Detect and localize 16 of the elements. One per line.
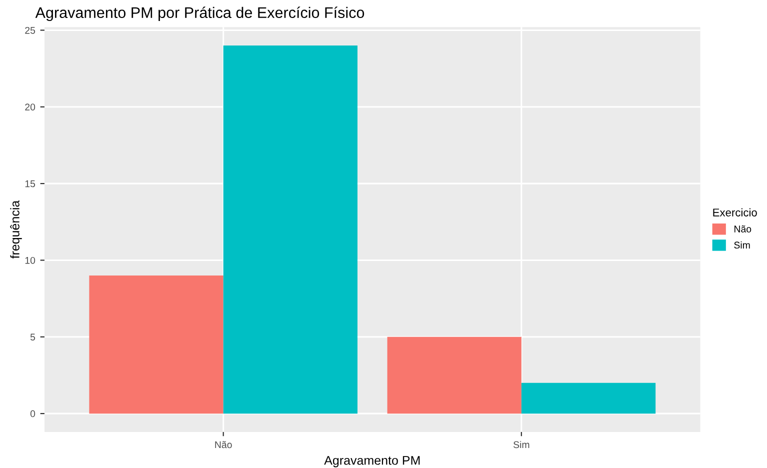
chart-title: Agravamento PM por Prática de Exercício Físico bbox=[35, 6, 364, 22]
y-tick-label: 0 bbox=[30, 410, 36, 418]
legend-title: Exercicio bbox=[713, 208, 757, 216]
y-tick-label: 10 bbox=[25, 256, 36, 264]
y-tick-label: 20 bbox=[25, 104, 36, 110]
y-tick-label: 5 bbox=[30, 334, 36, 341]
bar bbox=[89, 276, 224, 414]
y-tick-label: 25 bbox=[25, 26, 36, 34]
bar bbox=[521, 382, 656, 414]
y-tick-label: 15 bbox=[25, 180, 36, 188]
y-axis-title: frequência bbox=[10, 200, 22, 259]
legend-label: Sim bbox=[734, 241, 750, 249]
bar bbox=[223, 46, 358, 414]
legend-label: Não bbox=[734, 225, 752, 232]
x-axis-title: Agravamento PM bbox=[324, 456, 420, 468]
bar bbox=[387, 336, 522, 414]
